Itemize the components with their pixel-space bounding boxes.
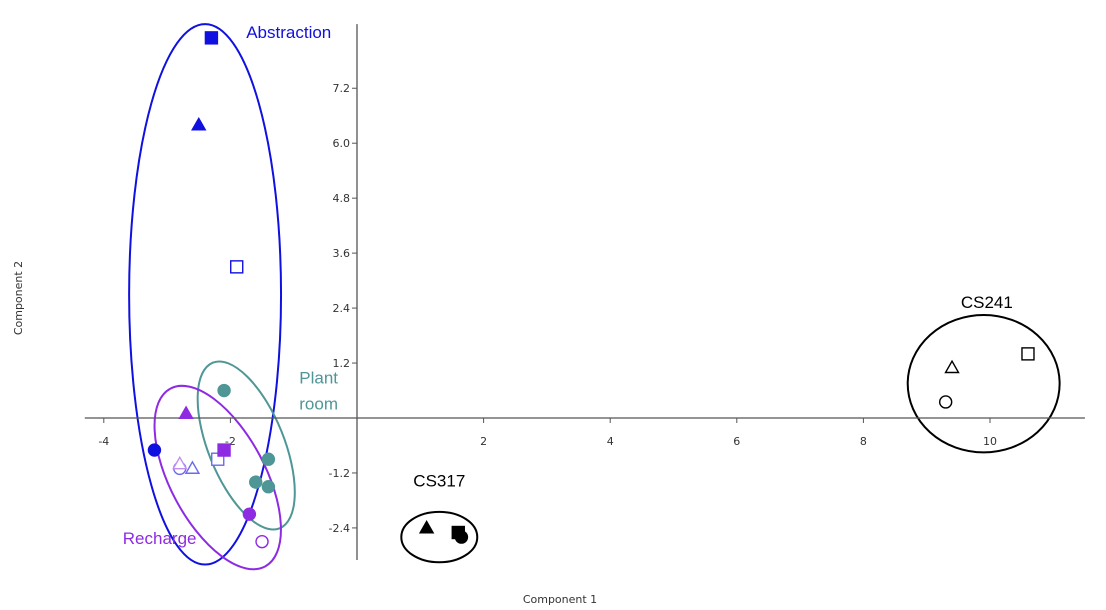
x-tick-label: 4	[607, 435, 614, 448]
group-ellipse	[196, 360, 296, 531]
data-point-circle	[147, 443, 162, 457]
group-label: Plant room	[299, 369, 338, 414]
data-point-triangle	[418, 520, 435, 534]
y-axis-title: Component 2	[12, 261, 25, 335]
data-point-circle	[242, 507, 257, 521]
group-label: CS241	[961, 293, 1013, 312]
data-point-circle	[249, 475, 263, 489]
data-point-circle	[938, 395, 953, 409]
y-tick-label: -1.2	[329, 467, 350, 480]
group-ellipse	[153, 384, 282, 571]
data-point-triangle	[172, 455, 188, 470]
x-tick-label: 8	[860, 435, 867, 448]
y-tick-label: 6.0	[333, 137, 351, 150]
data-points	[147, 31, 1035, 549]
group-ellipse	[906, 313, 1061, 454]
data-point-triangle	[178, 405, 194, 419]
data-point-circle	[217, 383, 231, 398]
y-tick-label: 4.8	[333, 192, 351, 205]
y-tick-label: 1.2	[333, 357, 351, 370]
group-label: Abstraction	[246, 23, 331, 42]
x-tick-label: 6	[733, 435, 740, 448]
y-tick-label: 7.2	[333, 82, 351, 95]
data-point-circle	[255, 534, 269, 549]
data-point-square	[217, 443, 231, 457]
y-tick-label: 2.4	[333, 302, 351, 315]
data-point-circle	[454, 530, 469, 544]
data-point-square	[204, 31, 219, 45]
y-tick-label: 3.6	[333, 247, 351, 260]
group-label: Recharge	[123, 529, 197, 548]
x-tick-label: 2	[480, 435, 487, 448]
group-label: CS317	[413, 472, 465, 491]
group-labels: Abstraction Plant room Recharge CS317 CS241	[123, 23, 1013, 548]
x-axis-title: Component 1	[523, 593, 597, 606]
data-point-circle	[261, 480, 276, 494]
data-point-triangle	[184, 460, 201, 474]
x-tick-label: 10	[983, 435, 997, 448]
data-point-square	[230, 260, 244, 274]
group-ellipse	[400, 510, 479, 564]
x-tick-label: -2	[225, 435, 236, 448]
group-ellipses	[128, 23, 1061, 571]
data-point-square	[1021, 347, 1035, 361]
group-ellipse	[128, 23, 283, 566]
data-point-triangle	[191, 116, 207, 131]
data-point-circle	[261, 452, 276, 466]
axes: -4 -2 2 4 6 8 10 -2.4 -1.2 1.2 2.4 3.6 4.8 6.0 7.2	[84, 24, 1085, 560]
data-point-triangle	[944, 359, 960, 374]
y-tick-label: -2.4	[329, 522, 350, 535]
x-tick-label: -4	[98, 435, 109, 448]
